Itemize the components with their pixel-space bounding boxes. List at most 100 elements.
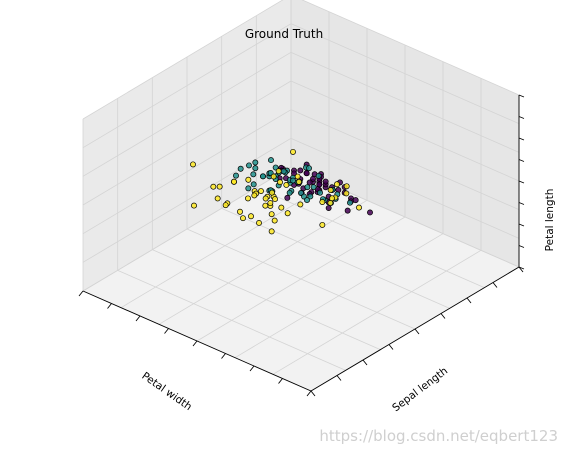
axes-edges-and-ticks (78, 94, 525, 397)
x-axis-label: Petal width (139, 370, 194, 413)
data-point (267, 200, 274, 207)
data-point (304, 184, 311, 191)
y-axis-tick (306, 390, 312, 397)
x-axis-tick (388, 344, 394, 350)
y-axis-tick (278, 378, 283, 384)
data-point (283, 182, 290, 188)
data-point (319, 221, 326, 228)
data-point (296, 178, 302, 185)
data-point (272, 196, 278, 203)
data-point (237, 165, 244, 172)
z-axis-label: Petal length (544, 189, 556, 252)
data-point (240, 215, 246, 222)
data-point (252, 165, 259, 172)
data-point (286, 189, 293, 196)
data-point (270, 173, 277, 180)
watermark-text: https://blog.csdn.net/eqbert123 (319, 427, 558, 445)
data-point (322, 178, 329, 185)
y-axis-tick (192, 340, 198, 347)
x-axis-tick (518, 266, 524, 273)
x-axis-tick (414, 328, 420, 335)
data-point (262, 195, 269, 202)
data-point (280, 168, 287, 175)
x-axis-tick (492, 282, 498, 288)
data-point (307, 193, 314, 200)
gridline (290, 23, 520, 125)
z-axis-tick (518, 116, 525, 119)
data-point (347, 199, 353, 206)
y-axis-tick (135, 315, 141, 322)
z-axis-tick (518, 202, 525, 205)
z-axis-tick (518, 266, 525, 270)
data-point (356, 204, 362, 211)
chart-title: Ground Truth (245, 27, 323, 41)
axes-gridlines (82, 0, 520, 392)
data-point (303, 170, 310, 177)
data-point (250, 181, 257, 188)
data-point (343, 190, 350, 197)
data-point (250, 171, 257, 178)
data-point (190, 161, 196, 168)
data-point (260, 173, 266, 180)
data-point (278, 204, 285, 211)
data-point (317, 189, 323, 196)
data-point (245, 176, 252, 183)
z-axis-tick (518, 137, 525, 141)
z-axis-tick (518, 94, 525, 98)
gridline (301, 0, 520, 96)
data-point (233, 172, 239, 179)
data-point (327, 187, 334, 194)
z-axis-tick (518, 223, 525, 227)
x-axis-tick (466, 297, 472, 304)
data-point (304, 197, 310, 204)
data-point (315, 172, 322, 179)
data-point (245, 185, 252, 192)
z-axis-tick (518, 180, 525, 184)
data-point (210, 183, 217, 190)
y-axis-tick (164, 328, 169, 334)
data-point (269, 189, 275, 196)
data-point (214, 195, 221, 202)
data-point (251, 192, 258, 199)
z-axis-tick (518, 245, 525, 248)
data-point (191, 202, 197, 209)
data-point (310, 175, 316, 182)
y-axis-tick (107, 303, 112, 309)
data-point (325, 205, 332, 211)
gridline (82, 23, 292, 149)
data-point (256, 220, 262, 226)
data-point (343, 183, 350, 190)
scatter-points (190, 148, 373, 235)
data-point (258, 188, 264, 194)
data-point (271, 217, 278, 224)
y-axis-tick (249, 365, 255, 372)
data-point (306, 179, 313, 186)
y-axis-label: Sepal length (390, 365, 450, 414)
data-point (327, 200, 334, 206)
data-point (344, 207, 351, 214)
data-point (310, 184, 317, 191)
gridline (272, 249, 482, 375)
data-point (306, 165, 312, 172)
data-point (352, 197, 359, 204)
data-point (237, 208, 243, 215)
data-point (262, 202, 269, 209)
x-axis-tick (440, 313, 446, 319)
data-point (334, 181, 340, 188)
data-point (252, 159, 259, 166)
data-point (216, 183, 223, 190)
data-point (248, 213, 254, 220)
gridline (82, 0, 284, 120)
x-axis-tick (362, 359, 368, 366)
data-point (231, 178, 237, 185)
x-axis-tick (336, 375, 342, 381)
data-point (275, 168, 282, 175)
data-point (290, 148, 296, 155)
data-point (284, 194, 291, 201)
data-point (246, 162, 252, 169)
data-point (294, 173, 301, 180)
data-point (222, 202, 229, 209)
x-axis-tick (310, 390, 316, 397)
data-point (277, 179, 283, 186)
